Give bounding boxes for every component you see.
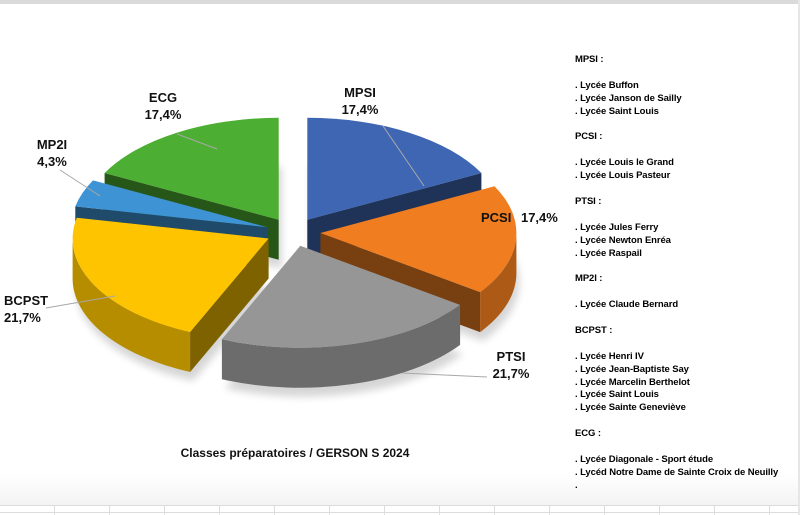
pie-slice-pcsi[interactable] — [320, 186, 517, 293]
lycee-item: . Lycée Louis le Grand — [575, 157, 674, 169]
lycee-group-header: PCSI : — [575, 131, 603, 143]
slice-name: MPSI — [344, 85, 376, 100]
pie-slice-ecg[interactable] — [104, 117, 279, 220]
lycee-group: MPSI : . Lycée Buffon. Lycée Janson de Sa… — [575, 54, 797, 119]
slice-percent: 21,7% — [492, 366, 530, 381]
pie-slice-mpsi[interactable] — [307, 117, 482, 220]
lycee-group-header: ECG : — [575, 428, 601, 440]
lycee-group: ECG : . Lycée Diagonale - Sport étude. Ly… — [575, 428, 797, 493]
lycee-group-header: MPSI : — [575, 54, 604, 65]
slice-name: MP2I — [36, 137, 68, 152]
lycee-item: . Lycée Henri IV — [575, 350, 644, 362]
spreadsheet-row[interactable] — [0, 505, 800, 513]
leader-line-ecg — [176, 133, 218, 150]
lycee-item: . Lycée Raspail — [575, 247, 642, 259]
pie-slice-bcpst-cut-face — [190, 238, 269, 372]
slice-name: ECG — [148, 90, 178, 105]
pie-slice-ptsi-wall — [221, 304, 461, 388]
lycee-item: . Lycée Marcelin Berthelot — [575, 376, 690, 388]
slice-label-ecg[interactable]: ECG 17,4% — [121, 89, 205, 123]
lycee-group-header: BCPST : — [575, 324, 613, 336]
lycee-item: . Lycéd Notre Dame de Sainte Croix de Ne… — [575, 466, 779, 478]
slice-percent: 17,4% — [520, 210, 558, 225]
lycee-item: . Lycée Saint Louis — [575, 389, 659, 401]
leader-line-mpsi — [382, 125, 425, 187]
pie-slice-bcpst-wall — [72, 238, 191, 372]
lycee-item: . Lycée Saint Louis — [575, 105, 659, 117]
lycee-group: BCPST : . Lycée Henri IV. Lycée Jean-Bapt… — [575, 325, 797, 415]
lycee-item: . Lycée Sainte Geneviève — [575, 402, 686, 414]
lycee-item: . — [575, 479, 578, 491]
spreadsheet-row[interactable] — [0, 513, 800, 515]
slice-percent: 17,4% — [144, 107, 182, 122]
lycee-group: PTSI : . Lycée Jules Ferry. Lycée Newton … — [575, 196, 797, 261]
slice-name: BCPST — [4, 293, 49, 308]
pie-slice-mp2i[interactable] — [75, 180, 268, 228]
lycee-group-header: MP2I : — [575, 273, 603, 285]
slice-percent: 4,3% — [37, 154, 67, 169]
leader-line-bcpst — [45, 295, 116, 309]
slice-name: PTSI — [496, 349, 526, 364]
lycee-group-header: PTSI : — [575, 195, 602, 207]
window-right-edge — [798, 0, 800, 515]
slice-label-mpsi[interactable]: MPSI 17,4% — [318, 84, 402, 118]
lycee-item: . Lycée Louis Pasteur — [575, 170, 671, 182]
lycee-group: MP2I : . Lycée Claude Bernard — [575, 273, 797, 312]
lycee-item: . Lycée Buffon — [575, 79, 639, 91]
lycee-item: . Lycée Janson de Sailly — [575, 92, 682, 104]
chart-bottom-fade — [0, 474, 800, 505]
slice-label-bcpst[interactable]: BCPST 21,7% — [4, 292, 74, 326]
pie-slice-ptsi[interactable] — [221, 245, 461, 348]
slice-name: PCSI — [481, 210, 512, 225]
lycee-item: . Lycée Jean-Baptiste Say — [575, 363, 689, 375]
window-top-bar — [0, 0, 800, 4]
slice-label-mp2i[interactable]: MP2I 4,3% — [10, 136, 94, 170]
leader-lines — [45, 125, 488, 378]
leader-line-ptsi — [401, 372, 488, 378]
slice-label-ptsi[interactable]: PTSI 21,7% — [478, 348, 544, 382]
pie-slices — [72, 117, 517, 388]
slice-percent: 21,7% — [4, 310, 41, 325]
leader-line-mp2i — [59, 169, 101, 197]
lycee-group: PCSI : . Lycée Louis le Grand. Lycée Loui… — [575, 131, 797, 183]
slice-percent: 17,4% — [341, 102, 379, 117]
lycee-item: . Lycée Diagonale - Sport étude — [575, 453, 714, 465]
chart-title[interactable]: Classes préparatoires / GERSON S 2024 — [180, 446, 410, 460]
lycee-item: . Lycée Claude Bernard — [575, 299, 679, 311]
slice-label-pcsi[interactable]: PCSI 17,4% — [481, 209, 558, 226]
lycee-item: . Lycée Jules Ferry — [575, 221, 659, 233]
pie-slice-bcpst[interactable] — [72, 217, 269, 332]
lycee-item: . Lycée Newton Enréa — [575, 234, 671, 246]
pie-slice-pcsi-wall — [480, 233, 517, 333]
lycees-text-panel[interactable]: MPSI : . Lycée Buffon. Lycée Janson de Sa… — [575, 54, 797, 493]
